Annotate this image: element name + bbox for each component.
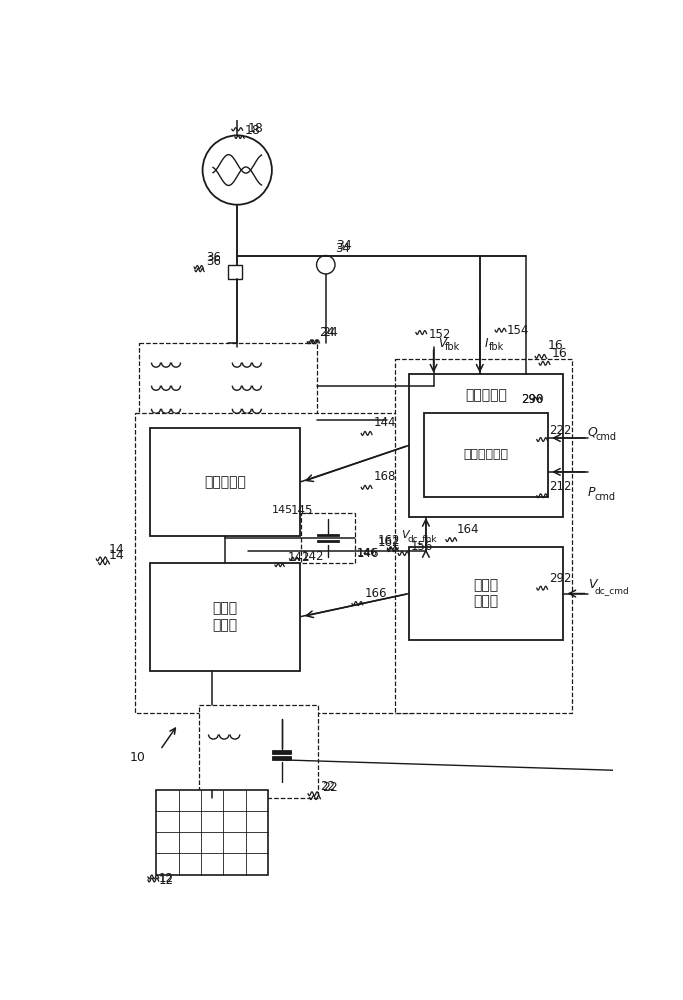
Text: 36: 36	[206, 255, 221, 268]
Text: 145: 145	[290, 504, 313, 517]
Text: fbk: fbk	[489, 342, 504, 352]
Bar	[395, 359, 572, 713]
Text: 142: 142	[288, 551, 310, 564]
Text: 146: 146	[357, 548, 378, 558]
Bar	[156, 790, 268, 875]
Text: 18: 18	[247, 122, 263, 135]
Text: 292: 292	[549, 572, 572, 585]
Text: 34: 34	[335, 242, 350, 255]
Text: 18: 18	[245, 124, 261, 137]
Text: 14: 14	[109, 549, 124, 562]
Text: 142: 142	[302, 550, 324, 563]
Text: fbk: fbk	[445, 342, 460, 352]
Text: 网侧控制器: 网侧控制器	[465, 389, 507, 403]
Text: 290: 290	[521, 393, 544, 406]
Text: dc_cmd: dc_cmd	[594, 586, 629, 595]
Text: I: I	[484, 337, 488, 350]
Text: 162: 162	[377, 534, 400, 547]
Text: 222: 222	[549, 424, 572, 437]
Text: 168: 168	[374, 470, 396, 483]
Text: 164: 164	[457, 523, 479, 536]
Text: V: V	[587, 578, 596, 591]
Bar	[409, 547, 563, 640]
Bar	[150, 428, 301, 536]
Bar	[139, 343, 316, 428]
Text: 144: 144	[374, 416, 396, 429]
Text: dc_fbk: dc_fbk	[407, 534, 437, 543]
Text: 相位跳变补偿: 相位跳变补偿	[464, 448, 508, 461]
Text: cmd: cmd	[596, 432, 616, 442]
Bar	[409, 374, 563, 517]
Text: 145: 145	[273, 505, 294, 515]
Text: 36: 36	[206, 251, 221, 264]
Text: 光伏侧
控制器: 光伏侧 控制器	[473, 578, 499, 609]
Text: V: V	[438, 337, 446, 350]
Text: 网侧变流器: 网侧变流器	[204, 475, 247, 489]
Text: 光伏侧
变流器: 光伏侧 变流器	[212, 602, 238, 632]
Text: 16: 16	[551, 347, 567, 360]
Text: 34: 34	[337, 239, 352, 252]
Text: 12: 12	[158, 874, 173, 887]
Text: 290: 290	[521, 393, 544, 406]
Text: 14: 14	[109, 543, 124, 556]
Text: Q: Q	[587, 426, 598, 439]
Text: 166: 166	[364, 587, 387, 600]
Text: cmd: cmd	[594, 492, 615, 502]
Bar	[199, 705, 318, 798]
Text: 10: 10	[130, 751, 145, 764]
Text: 22: 22	[320, 780, 335, 793]
Text: 146: 146	[357, 547, 379, 560]
Text: 162: 162	[377, 536, 400, 549]
Bar	[150, 563, 301, 671]
Text: 212: 212	[549, 480, 572, 493]
Text: 12: 12	[158, 872, 173, 885]
Bar	[228, 265, 242, 279]
Bar	[301, 513, 355, 563]
Text: V: V	[401, 530, 409, 540]
Text: 22: 22	[322, 781, 337, 794]
Text: P: P	[587, 486, 595, 499]
Text: 154: 154	[507, 324, 529, 337]
Bar	[424, 413, 548, 497]
Text: 152: 152	[428, 328, 451, 341]
Bar	[135, 413, 412, 713]
Text: 16: 16	[548, 339, 563, 352]
Text: 24: 24	[322, 326, 337, 339]
Text: 24: 24	[320, 326, 335, 339]
Text: 156: 156	[410, 540, 433, 553]
